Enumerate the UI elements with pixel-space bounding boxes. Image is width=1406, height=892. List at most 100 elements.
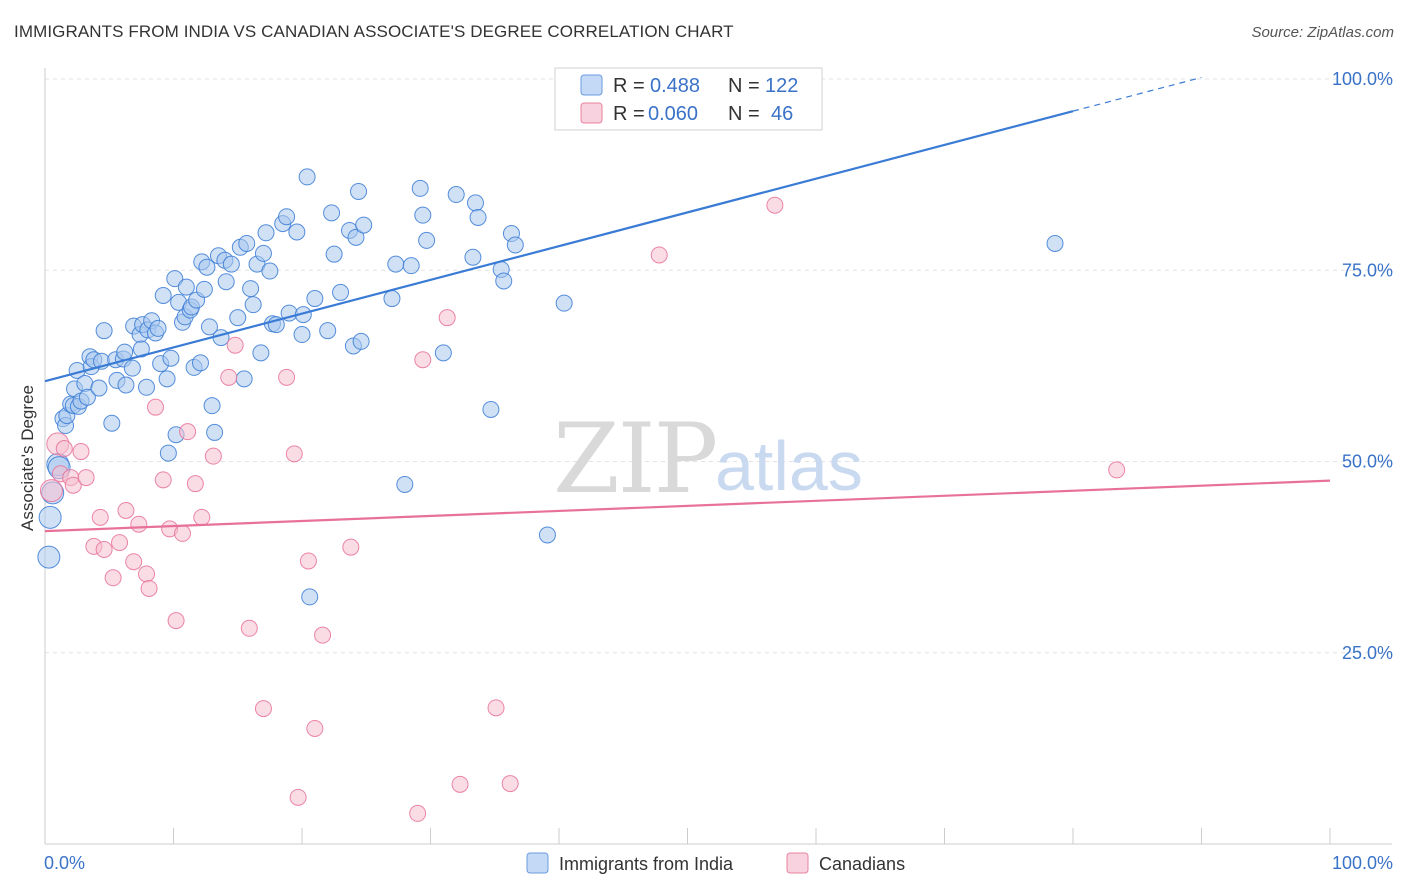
data-point xyxy=(387,255,405,273)
stats-n-value-blue: 122 xyxy=(765,75,798,97)
source-label: Source: ZipAtlas.com xyxy=(1251,24,1394,41)
data-point xyxy=(186,475,204,493)
data-point xyxy=(252,344,270,362)
data-point xyxy=(306,719,324,737)
data-point xyxy=(198,258,216,276)
data-point xyxy=(38,505,62,529)
chart-title: IMMIGRANTS FROM INDIA VS CANADIAN ASSOCI… xyxy=(14,22,734,41)
data-point xyxy=(451,775,469,793)
data-point xyxy=(78,388,96,406)
data-point xyxy=(555,294,573,312)
y-tick-label: 25.0% xyxy=(1342,643,1393,663)
data-point xyxy=(411,179,429,197)
data-point xyxy=(409,804,427,822)
data-point xyxy=(117,376,135,394)
stats-r-value-pink: 0.060 xyxy=(648,103,698,125)
data-point xyxy=(414,351,432,369)
data-point xyxy=(242,280,260,298)
data-point xyxy=(90,379,108,397)
data-point xyxy=(487,699,505,717)
data-point xyxy=(482,400,500,418)
data-point xyxy=(278,208,296,226)
data-point xyxy=(191,354,209,372)
data-point xyxy=(222,255,240,273)
data-point xyxy=(125,553,143,571)
data-point xyxy=(111,534,129,552)
data-point xyxy=(650,246,668,264)
data-point xyxy=(289,788,307,806)
data-point xyxy=(55,439,73,457)
data-point xyxy=(414,206,432,224)
data-point xyxy=(438,309,456,327)
data-point xyxy=(254,700,272,718)
y-tick-label: 75.0% xyxy=(1342,260,1393,280)
stats-swatch-blue xyxy=(580,74,603,96)
data-point xyxy=(162,349,180,367)
data-point xyxy=(158,370,176,388)
data-point xyxy=(257,224,275,242)
data-point xyxy=(418,231,436,249)
data-point xyxy=(166,270,184,288)
data-point xyxy=(193,508,211,526)
data-point xyxy=(352,332,370,350)
data-point xyxy=(95,540,113,558)
gridlines xyxy=(45,78,1392,654)
data-point xyxy=(104,569,122,587)
stats-n-label-blue: N = xyxy=(728,75,760,97)
axes xyxy=(44,68,1392,845)
data-point xyxy=(325,245,343,263)
y-axis-title: Associate's Degree xyxy=(18,385,37,531)
y-tick-label: 100.0% xyxy=(1332,69,1393,89)
x-tick-min: 0.0% xyxy=(44,853,85,873)
data-point xyxy=(323,204,341,222)
data-point xyxy=(383,290,401,308)
stats-n-label-pink: N = xyxy=(728,103,760,125)
data-point xyxy=(332,283,350,301)
stats-r-label-blue: R = xyxy=(613,75,645,97)
legend-swatch-blue xyxy=(526,852,549,874)
data-point xyxy=(434,344,452,362)
data-point xyxy=(140,579,158,597)
stats-legend: R = 0.488 N = 122 R = 0.060 N = 46 xyxy=(554,67,823,131)
data-point xyxy=(37,545,61,569)
data-point xyxy=(226,336,244,354)
stats-r-value-blue: 0.488 xyxy=(650,75,700,97)
data-point xyxy=(91,508,109,526)
watermark: ZIP atlas xyxy=(553,403,863,515)
x-tick-max: 100.0% xyxy=(1332,853,1393,873)
data-point xyxy=(159,444,177,462)
legend-label-immigrants-from-india: Immigrants from India xyxy=(559,854,734,874)
data-point xyxy=(342,538,360,556)
data-point xyxy=(402,257,420,275)
data-point xyxy=(347,228,365,246)
stats-n-value-pink: 46 xyxy=(771,103,793,125)
stats-swatch-pink xyxy=(580,102,603,124)
bottom-legend: Immigrants from India Canadians xyxy=(526,852,905,874)
data-point xyxy=(244,296,262,314)
data-point xyxy=(179,423,197,441)
data-point xyxy=(466,194,484,212)
data-point xyxy=(396,475,414,493)
data-point xyxy=(132,340,150,358)
data-point xyxy=(206,423,224,441)
data-point xyxy=(103,414,121,432)
data-point xyxy=(314,626,332,644)
data-point xyxy=(95,322,113,340)
data-point xyxy=(220,368,238,386)
data-point xyxy=(195,280,213,298)
data-point xyxy=(447,186,465,204)
data-point xyxy=(147,398,165,416)
trendlines xyxy=(44,76,1331,533)
data-point xyxy=(173,524,191,542)
data-point xyxy=(495,272,513,290)
data-point xyxy=(39,479,63,503)
data-point xyxy=(261,262,279,280)
series-canadians xyxy=(39,196,1126,822)
y-tick-labels: 25.0% 50.0% 75.0% 100.0% xyxy=(1332,69,1393,663)
series-immigrants-from-india xyxy=(37,168,1064,606)
data-point xyxy=(285,445,303,463)
data-point xyxy=(298,168,316,186)
data-point xyxy=(538,526,556,544)
data-point xyxy=(77,469,95,487)
data-point xyxy=(204,447,222,465)
